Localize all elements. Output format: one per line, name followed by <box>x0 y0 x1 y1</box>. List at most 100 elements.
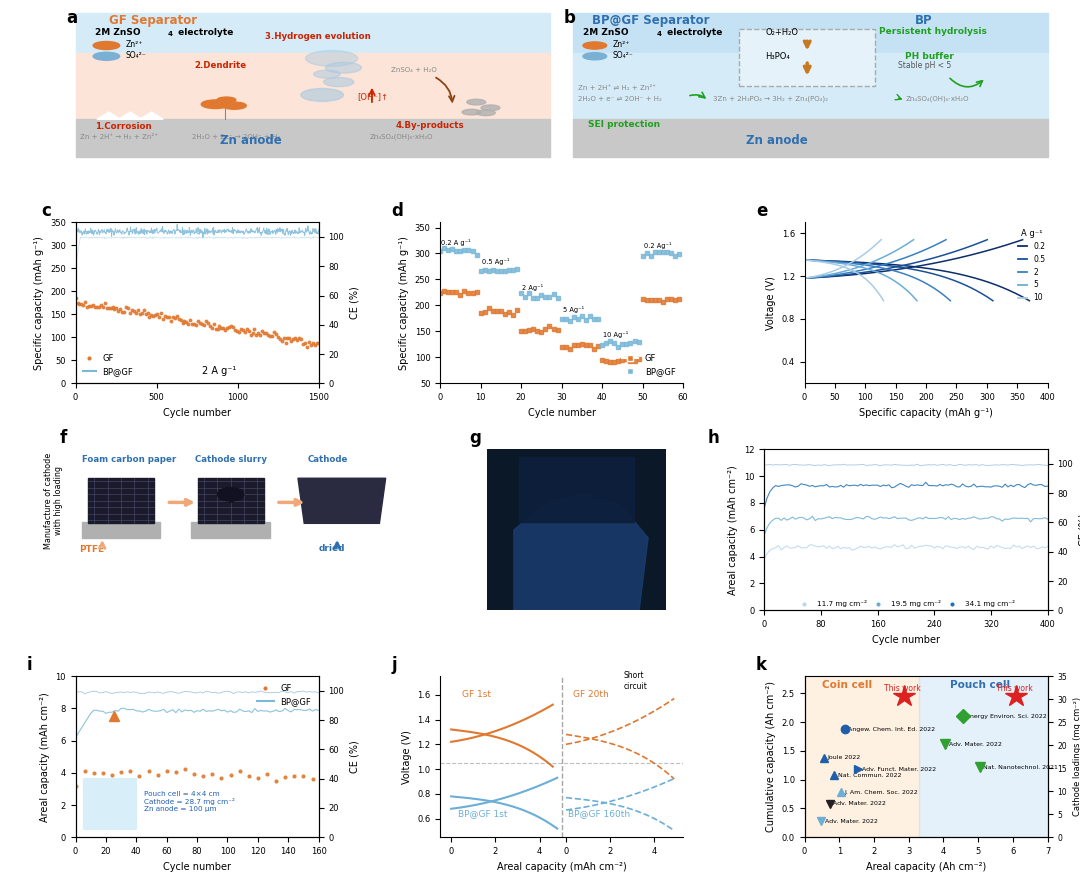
Legend: 0.2, 0.5, 2, 5, 10: 0.2, 0.5, 2, 5, 10 <box>1015 226 1049 306</box>
Text: Energy Environ. Sci. 2022: Energy Environ. Sci. 2022 <box>966 714 1047 719</box>
Text: ZnSO₄ + H₂O: ZnSO₄ + H₂O <box>391 67 436 73</box>
Text: Stable pH < 5: Stable pH < 5 <box>899 61 951 70</box>
Text: BP: BP <box>915 14 932 27</box>
Text: h: h <box>707 429 719 447</box>
Text: 0.5 Ag⁻¹: 0.5 Ag⁻¹ <box>482 258 510 265</box>
Circle shape <box>217 487 244 501</box>
Text: 4.By-products: 4.By-products <box>395 120 464 130</box>
Circle shape <box>201 100 230 108</box>
Text: Manufacture of cathode
with high loading: Manufacture of cathode with high loading <box>44 453 64 549</box>
Bar <box>805 671 919 837</box>
Text: g: g <box>469 429 481 447</box>
Text: Zn₄SO₄(OH)₆·xH₂O: Zn₄SO₄(OH)₆·xH₂O <box>369 134 433 140</box>
Text: k: k <box>756 656 767 673</box>
Text: Zn anode: Zn anode <box>220 134 282 146</box>
Y-axis label: Specific capacity (mAh g⁻¹): Specific capacity (mAh g⁻¹) <box>399 236 409 369</box>
Text: Zn₄SO₄(OH)₆·xH₂O: Zn₄SO₄(OH)₆·xH₂O <box>905 96 969 102</box>
Text: Zn²⁺: Zn²⁺ <box>125 40 143 49</box>
X-axis label: Areal capacity (Ah cm⁻²): Areal capacity (Ah cm⁻²) <box>866 861 986 872</box>
Text: 5 Ag⁻¹: 5 Ag⁻¹ <box>563 307 584 314</box>
X-axis label: Areal capacity (mAh cm⁻²): Areal capacity (mAh cm⁻²) <box>497 861 626 872</box>
Text: Cathode slurry: Cathode slurry <box>194 455 267 464</box>
Text: 0.2 Ag⁻¹: 0.2 Ag⁻¹ <box>644 242 672 249</box>
Text: 2 Ag⁻¹: 2 Ag⁻¹ <box>523 284 543 291</box>
Text: 2M ZnSO: 2M ZnSO <box>583 28 629 37</box>
Circle shape <box>313 70 340 78</box>
Y-axis label: Voltage (V): Voltage (V) <box>766 276 777 330</box>
Circle shape <box>306 51 357 66</box>
Legend: GF, BP@GF: GF, BP@GF <box>618 351 679 379</box>
Circle shape <box>476 110 496 116</box>
Text: 2.Dendrite: 2.Dendrite <box>194 61 246 70</box>
Text: f: f <box>60 429 67 447</box>
Text: BP@GF 160th: BP@GF 160th <box>568 809 631 818</box>
Text: Foam carbon paper: Foam carbon paper <box>82 455 176 464</box>
Text: O₂+H₂O: O₂+H₂O <box>766 28 798 37</box>
Bar <box>76 53 550 120</box>
Y-axis label: Areal capacity (mAh cm⁻²): Areal capacity (mAh cm⁻²) <box>728 465 739 595</box>
Text: 3.Hydrogen evolution: 3.Hydrogen evolution <box>266 32 372 41</box>
Text: 2 A g⁻¹: 2 A g⁻¹ <box>202 366 237 376</box>
Text: [OH⁻]↑: [OH⁻]↑ <box>357 92 389 101</box>
Bar <box>519 457 634 522</box>
Text: 2H₂O + e⁻ ⇌ 2OH⁻ + H₂: 2H₂O + e⁻ ⇌ 2OH⁻ + H₂ <box>578 96 662 102</box>
Polygon shape <box>139 113 163 120</box>
Text: e: e <box>756 202 768 220</box>
FancyBboxPatch shape <box>740 29 875 86</box>
Text: a: a <box>66 9 78 27</box>
Text: SEI protection: SEI protection <box>588 120 660 129</box>
Text: 10 Ag⁻¹: 10 Ag⁻¹ <box>604 330 629 338</box>
Text: GF 1st: GF 1st <box>462 690 491 699</box>
Bar <box>573 120 1048 157</box>
Text: Zn + 2H⁺ → H₂ + Zn²⁺: Zn + 2H⁺ → H₂ + Zn²⁺ <box>80 134 159 140</box>
Text: Joule 2022: Joule 2022 <box>827 756 861 760</box>
Text: Pouch cell: Pouch cell <box>950 680 1011 689</box>
Text: Short
circuit: Short circuit <box>623 671 647 690</box>
Text: b: b <box>564 9 576 27</box>
Text: c: c <box>42 202 52 220</box>
Circle shape <box>217 97 235 103</box>
Text: electrolyte: electrolyte <box>175 28 233 37</box>
Text: i: i <box>27 656 32 673</box>
Text: electrolyte: electrolyte <box>663 28 721 37</box>
Text: Nat. Commun. 2022: Nat. Commun. 2022 <box>838 773 901 778</box>
Bar <box>191 522 270 538</box>
Bar <box>573 53 1048 120</box>
Text: 2M ZnSO: 2M ZnSO <box>95 28 140 37</box>
Circle shape <box>93 42 120 50</box>
Text: J. Am. Chem. Soc. 2022: J. Am. Chem. Soc. 2022 <box>845 790 918 795</box>
Bar <box>919 671 1051 837</box>
Text: GF Separator: GF Separator <box>109 14 197 27</box>
Y-axis label: Areal capacity (mAh cm⁻²): Areal capacity (mAh cm⁻²) <box>40 692 50 821</box>
Text: Zn anode: Zn anode <box>746 134 808 146</box>
Bar <box>76 13 550 53</box>
Circle shape <box>325 62 362 74</box>
Text: Zn + 2H⁺ ⇌ H₂ + Zn²⁺: Zn + 2H⁺ ⇌ H₂ + Zn²⁺ <box>578 85 657 91</box>
Circle shape <box>93 52 120 60</box>
Y-axis label: Specific capacity (mAh g⁻¹): Specific capacity (mAh g⁻¹) <box>35 236 44 369</box>
Text: SO₄²⁻: SO₄²⁻ <box>612 51 633 59</box>
Bar <box>82 522 160 538</box>
Y-axis label: CE (%): CE (%) <box>1079 513 1080 546</box>
Text: Adv. Mater. 2022: Adv. Mater. 2022 <box>948 742 1001 747</box>
Circle shape <box>481 105 500 111</box>
X-axis label: Specific capacity (mAh g⁻¹): Specific capacity (mAh g⁻¹) <box>860 408 993 417</box>
Polygon shape <box>514 494 648 610</box>
Circle shape <box>583 52 607 60</box>
Y-axis label: Cumulative capacity (Ah cm⁻²): Cumulative capacity (Ah cm⁻²) <box>766 681 777 832</box>
Text: 0.2 A g⁻¹: 0.2 A g⁻¹ <box>442 238 471 245</box>
Legend: GF, BP@GF: GF, BP@GF <box>254 680 314 709</box>
Text: PTFE: PTFE <box>79 546 104 555</box>
Y-axis label: CE (%): CE (%) <box>350 286 360 319</box>
Text: BP@GF Separator: BP@GF Separator <box>593 14 710 27</box>
Circle shape <box>324 77 354 87</box>
Bar <box>573 13 1048 53</box>
Legend: 11.7 mg cm⁻², 19.5 mg cm⁻², 34.1 mg cm⁻²: 11.7 mg cm⁻², 19.5 mg cm⁻², 34.1 mg cm⁻² <box>794 597 1017 610</box>
Polygon shape <box>119 113 141 120</box>
Circle shape <box>222 102 246 109</box>
Text: This work: This work <box>996 683 1032 693</box>
Text: Adv. Mater. 2022: Adv. Mater. 2022 <box>825 819 878 824</box>
Text: Adv. Funct. Mater. 2022: Adv. Funct. Mater. 2022 <box>862 767 936 772</box>
Text: SO₄²⁻: SO₄²⁻ <box>125 51 146 59</box>
Text: BP@GF 1st: BP@GF 1st <box>458 809 508 818</box>
